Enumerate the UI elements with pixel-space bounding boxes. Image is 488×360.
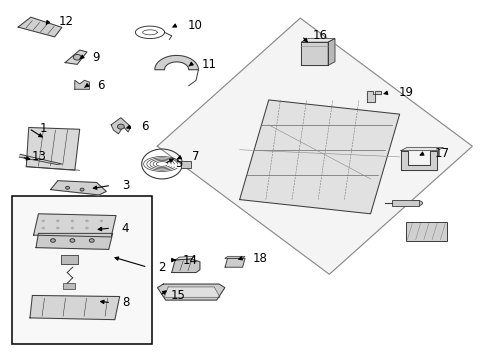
Text: 8: 8 [122,296,129,309]
Text: 6: 6 [98,79,105,92]
Circle shape [117,124,124,129]
Circle shape [65,186,69,189]
Circle shape [70,239,75,242]
Polygon shape [164,287,220,297]
Circle shape [42,220,45,222]
Text: 11: 11 [202,58,216,71]
Polygon shape [34,214,116,237]
Circle shape [100,220,102,222]
Circle shape [71,227,74,229]
Bar [12,196,152,344]
Polygon shape [301,39,334,42]
Circle shape [89,239,94,242]
Circle shape [100,227,102,229]
Text: 4: 4 [122,221,129,234]
Text: 17: 17 [434,147,448,160]
Text: 6: 6 [141,120,148,133]
Polygon shape [301,42,327,65]
Text: 14: 14 [182,253,197,266]
Polygon shape [171,259,200,273]
Circle shape [42,227,45,229]
Polygon shape [155,55,198,70]
Polygon shape [366,91,381,102]
Polygon shape [26,127,80,170]
Circle shape [56,220,59,222]
Text: 10: 10 [187,19,202,32]
Polygon shape [239,100,399,214]
Circle shape [85,227,88,229]
Text: 12: 12 [59,15,74,28]
Text: 13: 13 [32,150,47,163]
Text: 18: 18 [252,252,267,265]
Bar [61,255,78,264]
Bar [62,283,75,288]
Polygon shape [175,256,195,260]
Bar [391,200,418,206]
Bar [405,222,446,242]
Polygon shape [36,233,112,249]
Circle shape [50,239,55,242]
Polygon shape [400,148,443,150]
Polygon shape [50,181,106,195]
Text: 15: 15 [170,289,185,302]
Polygon shape [18,17,62,37]
Text: 1: 1 [40,122,47,135]
Text: 7: 7 [192,150,199,163]
Text: 2: 2 [158,261,165,274]
Polygon shape [30,296,120,320]
Circle shape [73,54,81,60]
Polygon shape [75,80,89,89]
Polygon shape [111,118,130,134]
Polygon shape [224,258,244,267]
Text: 5: 5 [175,157,182,171]
Circle shape [85,220,88,222]
Circle shape [80,188,84,191]
Polygon shape [400,150,436,170]
Ellipse shape [410,201,422,206]
Bar [180,161,191,168]
Circle shape [71,220,74,222]
Polygon shape [157,284,224,300]
Text: 9: 9 [93,51,100,64]
Text: 16: 16 [312,30,326,42]
Polygon shape [224,257,244,258]
Polygon shape [65,50,87,64]
Text: 3: 3 [122,179,129,192]
Circle shape [56,227,59,229]
Polygon shape [157,18,471,274]
Polygon shape [19,154,62,165]
Polygon shape [327,39,334,65]
Text: 19: 19 [397,86,412,99]
